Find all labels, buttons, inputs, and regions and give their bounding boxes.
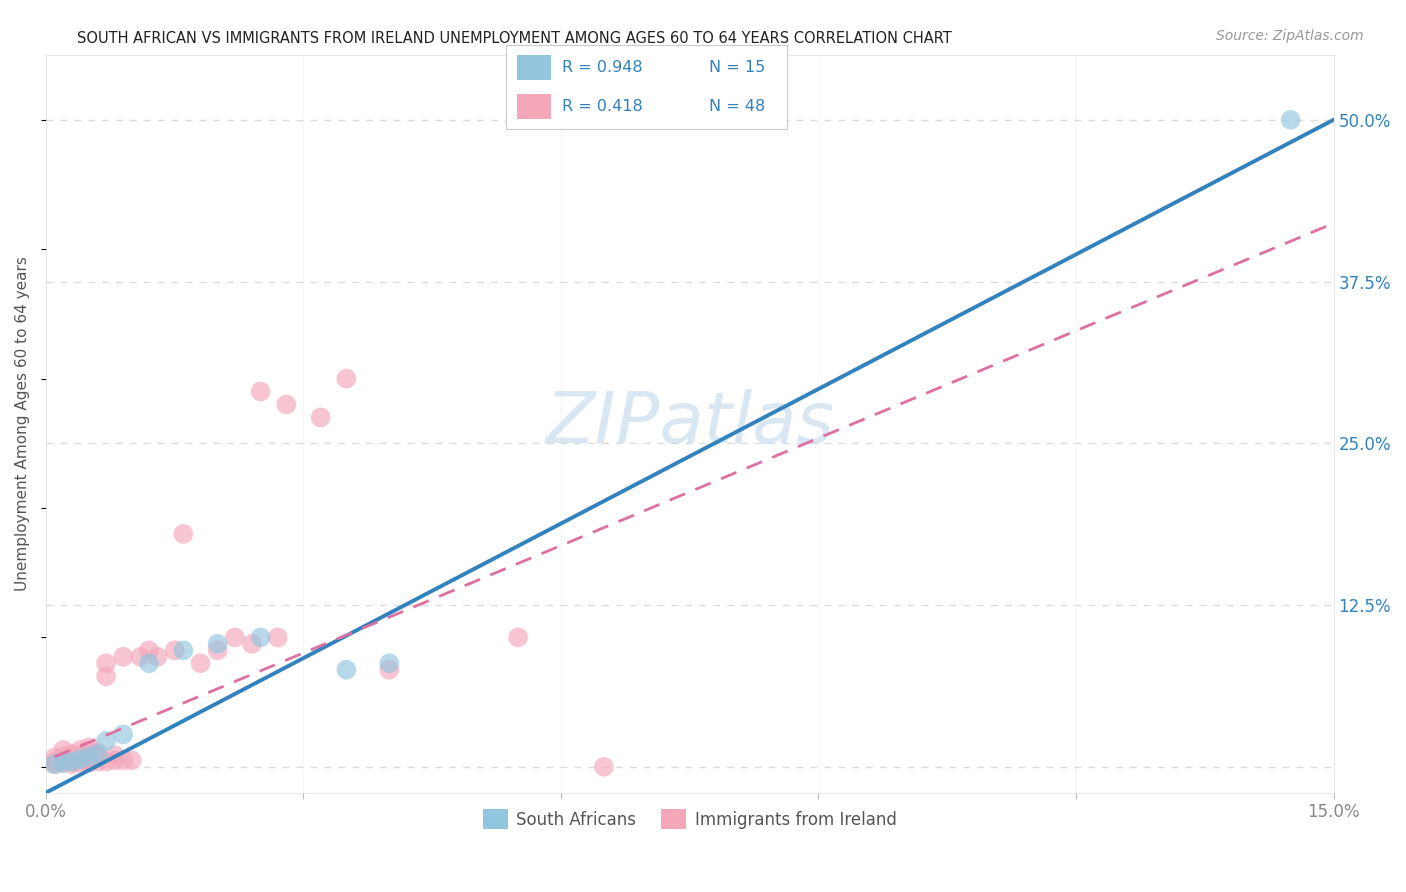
Point — [240, 637, 263, 651]
Point — [86, 755, 108, 769]
Point — [60, 750, 83, 764]
Point — [44, 750, 66, 764]
Point — [276, 397, 298, 411]
Point — [207, 637, 229, 651]
Point — [506, 631, 529, 645]
Point — [44, 757, 66, 772]
Text: N = 15: N = 15 — [709, 60, 765, 75]
Point — [104, 753, 127, 767]
Point — [172, 643, 194, 657]
Point — [86, 750, 108, 764]
Point — [207, 643, 229, 657]
Point — [77, 749, 100, 764]
Point — [94, 755, 117, 769]
Point — [94, 669, 117, 683]
Point — [60, 757, 83, 772]
Point — [77, 749, 100, 764]
Point — [60, 755, 83, 769]
Point — [104, 748, 127, 763]
Point — [112, 727, 135, 741]
Point — [112, 649, 135, 664]
Point — [378, 657, 401, 671]
Point — [138, 643, 160, 657]
Point — [69, 752, 91, 766]
Point — [1279, 112, 1302, 127]
Point — [129, 649, 152, 664]
Point — [121, 753, 143, 767]
Point — [44, 755, 66, 769]
Point — [593, 760, 616, 774]
Text: R = 0.418: R = 0.418 — [562, 99, 643, 114]
Bar — [517, 94, 551, 120]
Point — [172, 527, 194, 541]
Point — [52, 753, 75, 767]
Point — [309, 410, 332, 425]
Point — [69, 748, 91, 763]
Y-axis label: Unemployment Among Ages 60 to 64 years: Unemployment Among Ages 60 to 64 years — [15, 257, 30, 591]
Point — [52, 756, 75, 770]
Point — [335, 371, 357, 385]
Point — [60, 755, 83, 769]
Point — [249, 631, 271, 645]
Point — [44, 757, 66, 772]
Text: ZIPatlas: ZIPatlas — [546, 390, 834, 458]
Point — [224, 631, 246, 645]
Point — [86, 747, 108, 761]
Point — [77, 744, 100, 758]
Point — [77, 740, 100, 755]
Bar — [517, 54, 551, 80]
Point — [146, 649, 169, 664]
Point — [267, 631, 290, 645]
Text: Source: ZipAtlas.com: Source: ZipAtlas.com — [1216, 29, 1364, 43]
Point — [60, 747, 83, 761]
Text: SOUTH AFRICAN VS IMMIGRANTS FROM IRELAND UNEMPLOYMENT AMONG AGES 60 TO 64 YEARS : SOUTH AFRICAN VS IMMIGRANTS FROM IRELAND… — [77, 31, 952, 46]
Point — [94, 657, 117, 671]
Point — [378, 663, 401, 677]
Point — [69, 756, 91, 770]
Point — [94, 734, 117, 748]
Legend: South Africans, Immigrants from Ireland: South Africans, Immigrants from Ireland — [477, 802, 903, 836]
Point — [138, 657, 160, 671]
Point — [86, 746, 108, 760]
Point — [52, 749, 75, 764]
Point — [335, 663, 357, 677]
Point — [52, 743, 75, 757]
Text: N = 48: N = 48 — [709, 99, 765, 114]
Point — [163, 643, 186, 657]
Point — [77, 753, 100, 767]
Point — [112, 753, 135, 767]
Point — [249, 384, 271, 399]
Point — [190, 657, 212, 671]
Point — [69, 752, 91, 766]
Point — [77, 756, 100, 770]
Point — [52, 756, 75, 770]
Text: R = 0.948: R = 0.948 — [562, 60, 643, 75]
Point — [69, 743, 91, 757]
